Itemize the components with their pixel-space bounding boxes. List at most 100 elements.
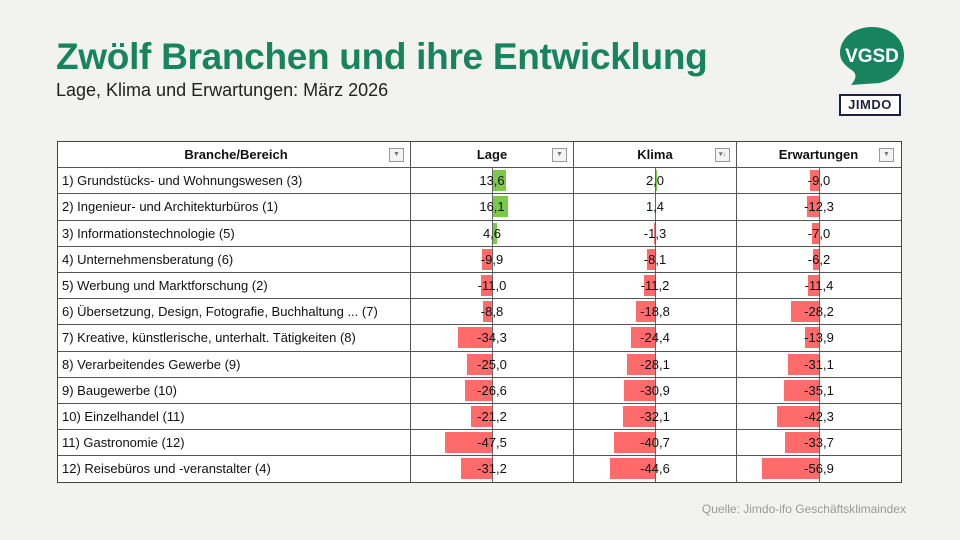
value-label: -35,1 xyxy=(804,382,834,398)
industry-name: 7) Kreative, künstlerische, unterhalt. T… xyxy=(58,325,411,351)
industry-name: 4) Unternehmensberatung (6) xyxy=(58,246,411,272)
zero-axis xyxy=(655,272,656,299)
zero-axis xyxy=(655,403,656,430)
table-row: 7) Kreative, künstlerische, unterhalt. T… xyxy=(58,325,901,352)
data-bar xyxy=(810,170,819,192)
filter-dropdown-icon[interactable]: ▼ xyxy=(389,148,404,162)
value-label: -32,1 xyxy=(640,408,670,424)
erwartungen-cell: -11,4 xyxy=(737,272,900,299)
data-bar xyxy=(787,353,819,375)
zero-axis xyxy=(492,377,493,403)
zero-axis xyxy=(655,430,656,456)
zero-axis xyxy=(819,194,820,220)
zero-axis xyxy=(492,272,493,299)
zero-axis xyxy=(655,168,656,194)
value-label: -18,8 xyxy=(640,304,670,320)
zero-axis xyxy=(819,325,820,351)
lage-cell: -9,9 xyxy=(411,246,574,272)
filter-dropdown-icon[interactable]: ▼ xyxy=(552,148,567,162)
zero-axis xyxy=(492,220,493,246)
klima-cell: -24,4 xyxy=(574,325,737,351)
zero-axis xyxy=(819,351,820,377)
data-bar xyxy=(481,274,492,296)
lage-cell: -34,3 xyxy=(411,325,574,351)
table-row: 1) Grundstücks- und Wohnungswesen (3) 13… xyxy=(58,168,901,195)
data-bar xyxy=(655,170,657,192)
value-label: -9,9 xyxy=(480,251,504,267)
value-label: -30,9 xyxy=(640,382,670,398)
lage-cell: -21,2 xyxy=(411,403,574,430)
data-bar xyxy=(646,248,655,270)
zero-axis xyxy=(819,220,820,246)
industry-name: 6) Übersetzung, Design, Fotografie, Buch… xyxy=(58,299,411,325)
zero-axis xyxy=(492,325,493,351)
lage-cell: 4,6 xyxy=(411,220,574,246)
data-bar xyxy=(783,379,819,401)
column-header-erwartungen: Erwartungen ▼ xyxy=(737,142,900,167)
zero-axis xyxy=(819,430,820,456)
data-bar xyxy=(624,379,655,401)
erwartungen-cell: -28,2 xyxy=(737,299,900,325)
data-bar xyxy=(806,196,819,218)
value-label: -12,3 xyxy=(804,199,834,215)
zero-axis xyxy=(655,194,656,220)
data-bar xyxy=(460,458,492,480)
lage-cell: -26,6 xyxy=(411,377,574,403)
value-label: -8,8 xyxy=(480,304,504,320)
source-note: Quelle: Jimdo-ifo Geschäftsklimaindex xyxy=(701,502,906,516)
erwartungen-cell: -13,9 xyxy=(737,325,900,351)
zero-axis xyxy=(492,351,493,377)
value-label: -34,3 xyxy=(477,330,507,346)
industry-name: 12) Reisebüros und -veranstalter (4) xyxy=(58,456,411,483)
data-bar xyxy=(812,222,819,244)
klima-cell: -30,9 xyxy=(574,377,737,403)
industry-name: 5) Werbung und Marktforschung (2) xyxy=(58,272,411,299)
lage-cell: -8,8 xyxy=(411,299,574,325)
data-bar xyxy=(483,301,492,323)
industry-name: 1) Grundstücks- und Wohnungswesen (3) xyxy=(58,168,411,194)
zero-axis xyxy=(492,403,493,430)
table-header: Branche/Bereich ▼ Lage ▼ Klima ▾↓ Erwartung… xyxy=(58,142,901,169)
data-bar xyxy=(762,458,819,480)
lage-cell: 13,6 xyxy=(411,168,574,194)
zero-axis xyxy=(492,194,493,220)
value-label: 13,6 xyxy=(479,173,505,189)
lage-cell: -31,2 xyxy=(411,456,574,483)
data-bar xyxy=(776,405,819,427)
value-label: -13,9 xyxy=(804,330,834,346)
erwartungen-cell: -35,1 xyxy=(737,377,900,403)
klima-cell: 2,0 xyxy=(574,168,737,194)
value-label: -40,7 xyxy=(640,435,670,451)
erwartungen-cell: -6,2 xyxy=(737,246,900,272)
data-bar xyxy=(653,222,655,244)
klima-cell: -28,1 xyxy=(574,351,737,377)
zero-axis xyxy=(819,403,820,430)
table-row: 8) Verarbeitendes Gewerbe (9) -25,0 -28,… xyxy=(58,351,901,378)
column-header-klima: Klima ▾↓ xyxy=(574,142,737,168)
klima-cell: 1,4 xyxy=(574,194,737,220)
industry-name: 2) Ingenieur- und Architekturbüros (1) xyxy=(58,194,411,220)
value-label: 4,6 xyxy=(482,225,502,241)
data-bar xyxy=(614,432,655,454)
value-label: -21,2 xyxy=(477,408,507,424)
table-row: 4) Unternehmensberatung (6) -9,9 -8,1 -6… xyxy=(58,246,901,273)
zero-axis xyxy=(655,299,656,325)
table-row: 11) Gastronomie (12) -47,5 -40,7 -33,7 xyxy=(58,430,901,457)
lage-cell: 16,1 xyxy=(411,194,574,220)
value-label: -28,2 xyxy=(804,304,834,320)
zero-axis xyxy=(492,168,493,194)
value-label: -31,2 xyxy=(477,461,507,477)
zero-axis xyxy=(492,246,493,272)
filter-dropdown-icon[interactable]: ▼ xyxy=(879,148,894,162)
data-bar xyxy=(467,353,492,375)
value-label: -11,0 xyxy=(477,277,507,293)
data-bar xyxy=(636,301,655,323)
value-label: -26,6 xyxy=(477,382,507,398)
zero-axis xyxy=(655,325,656,351)
zero-axis xyxy=(819,377,820,403)
zero-axis xyxy=(819,168,820,194)
data-bar xyxy=(444,432,492,454)
value-label: -6,2 xyxy=(807,251,831,267)
value-label: -56,9 xyxy=(804,461,834,477)
sort-descending-icon[interactable]: ▾↓ xyxy=(715,148,730,162)
